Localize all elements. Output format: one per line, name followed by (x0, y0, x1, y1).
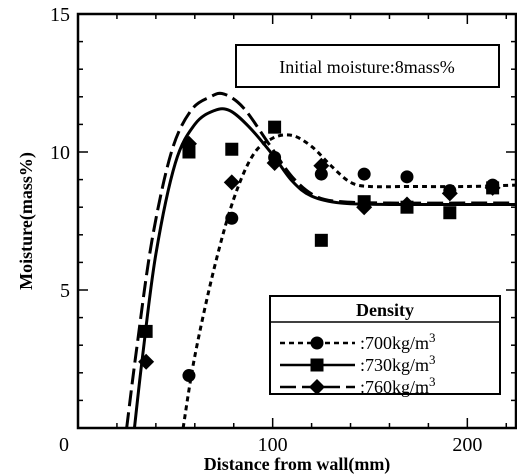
x-tick-label: 100 (258, 434, 288, 456)
data-point-series-2 (268, 120, 282, 134)
data-point-series-3 (484, 179, 501, 196)
data-point-series-3 (180, 135, 197, 152)
data-point-series-3 (223, 174, 240, 191)
legend: Density :700kg/m3:730kg/m3:760kg/m3 (269, 295, 501, 397)
legend-item: :700kg/m3 (280, 330, 436, 353)
data-point-series-1 (400, 170, 414, 184)
data-point-series-2 (443, 206, 457, 220)
plot-frame (76, 12, 517, 430)
data-point-series-1 (357, 167, 371, 181)
data-point-series-3 (398, 196, 415, 213)
data-point-series-2 (182, 145, 196, 159)
data-point-series-3 (441, 185, 458, 202)
axis-tick-labels: 0 100 200 5 10 15 (50, 4, 482, 456)
legend-label: :730kg/m3 (360, 352, 436, 375)
x-tick-label: 200 (452, 434, 482, 456)
x-axis-title: Distance from wall(mm) (204, 454, 391, 475)
fitted-curves (125, 91, 516, 428)
y-tick-label: 15 (50, 4, 70, 26)
data-point-series-1 (182, 369, 196, 383)
legend-title: Density (356, 300, 414, 320)
legend-frame (269, 295, 501, 395)
data-point-series-2 (225, 142, 239, 156)
axis-ticks (78, 14, 516, 428)
data-point-series-3 (138, 353, 155, 370)
data-point-series-3 (266, 155, 283, 172)
legend-item: :760kg/m3 (280, 374, 436, 397)
annotation-text: Initial moisture:8mass% (279, 57, 454, 77)
legend-label: :700kg/m3 (360, 330, 436, 353)
legend-label: :760kg/m3 (360, 374, 436, 397)
data-point-series-1 (314, 167, 328, 181)
data-markers (138, 120, 501, 383)
y-tick-label: 10 (50, 142, 70, 164)
data-point-series-2 (314, 233, 328, 247)
legend-item: :730kg/m3 (280, 352, 436, 375)
curve-series-1 (181, 133, 516, 428)
y-axis-title: Moisture(mass%) (16, 152, 37, 290)
annotation-frame (235, 44, 500, 88)
legend-label-superscript: 3 (429, 330, 436, 345)
curve-series-3 (125, 91, 516, 428)
legend-marker (310, 336, 324, 350)
legend-marker (309, 379, 325, 395)
legend-label-superscript: 3 (429, 352, 436, 367)
annotation-box: Initial moisture:8mass% (235, 44, 500, 88)
x-tick-label: 0 (59, 434, 69, 456)
y-tick-label: 5 (60, 280, 70, 302)
legend-marker (310, 358, 324, 372)
data-point-series-1 (225, 211, 239, 225)
data-point-series-2 (139, 324, 153, 338)
data-point-series-3 (313, 157, 330, 174)
legend-label-superscript: 3 (429, 374, 436, 389)
data-point-series-3 (356, 199, 373, 216)
legend-items: :700kg/m3:730kg/m3:760kg/m3 (280, 330, 436, 397)
